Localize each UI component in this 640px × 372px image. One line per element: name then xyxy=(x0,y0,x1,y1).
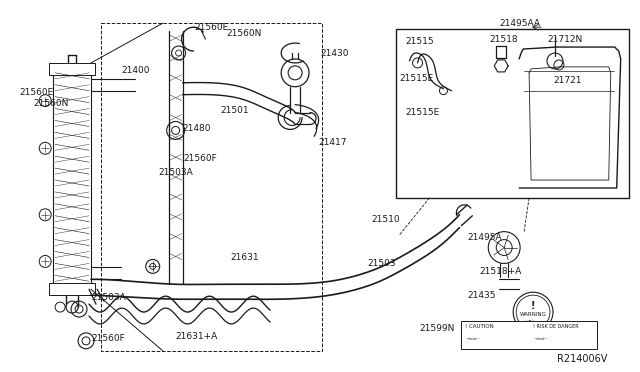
Text: 21503A: 21503A xyxy=(159,168,193,177)
Text: 21495AA: 21495AA xyxy=(499,19,540,28)
Text: !: ! xyxy=(531,301,535,311)
Text: 21560N: 21560N xyxy=(227,29,262,38)
Text: 21503A: 21503A xyxy=(91,293,125,302)
Text: 21631: 21631 xyxy=(230,253,259,262)
Text: 21495A: 21495A xyxy=(467,233,502,242)
Text: 21430: 21430 xyxy=(320,48,349,58)
Bar xyxy=(396,29,628,198)
Text: 21721: 21721 xyxy=(553,76,582,85)
Circle shape xyxy=(66,301,78,313)
Text: ! CAUTION: ! CAUTION xyxy=(465,324,494,330)
Text: 21501: 21501 xyxy=(220,106,249,115)
Text: 21515E: 21515E xyxy=(399,74,434,83)
Text: 21518: 21518 xyxy=(489,35,518,44)
Text: 21480: 21480 xyxy=(182,124,211,133)
Text: ~text~: ~text~ xyxy=(533,337,548,341)
Bar xyxy=(49,63,95,75)
Text: 21560E: 21560E xyxy=(19,88,54,97)
Text: 21560N: 21560N xyxy=(33,99,68,108)
Bar xyxy=(53,69,91,289)
Text: 21503: 21503 xyxy=(368,259,396,268)
Text: 21560F: 21560F xyxy=(91,334,125,343)
Text: 21518+A: 21518+A xyxy=(479,267,522,276)
Bar xyxy=(461,321,596,349)
Text: 21435: 21435 xyxy=(467,291,496,300)
Text: WARNING: WARNING xyxy=(520,311,547,317)
Text: ! RISK DE DANGER: ! RISK DE DANGER xyxy=(533,324,579,330)
Text: 21515: 21515 xyxy=(406,36,435,46)
Text: 21400: 21400 xyxy=(121,66,149,76)
Text: R214006V: R214006V xyxy=(557,354,607,364)
Text: 21560F: 21560F xyxy=(184,154,218,163)
Text: 21417: 21417 xyxy=(318,138,346,147)
Text: 21631+A: 21631+A xyxy=(175,332,218,341)
Text: 21560E: 21560E xyxy=(195,23,228,32)
Text: 21599N: 21599N xyxy=(420,324,455,333)
Bar xyxy=(49,283,95,295)
Bar xyxy=(101,23,322,351)
Text: 21712N: 21712N xyxy=(547,35,582,44)
Text: تحذير: تحذير xyxy=(524,319,542,325)
Text: ~text~: ~text~ xyxy=(465,337,481,341)
Text: 21515E: 21515E xyxy=(406,108,440,117)
Text: 21510: 21510 xyxy=(372,215,401,224)
